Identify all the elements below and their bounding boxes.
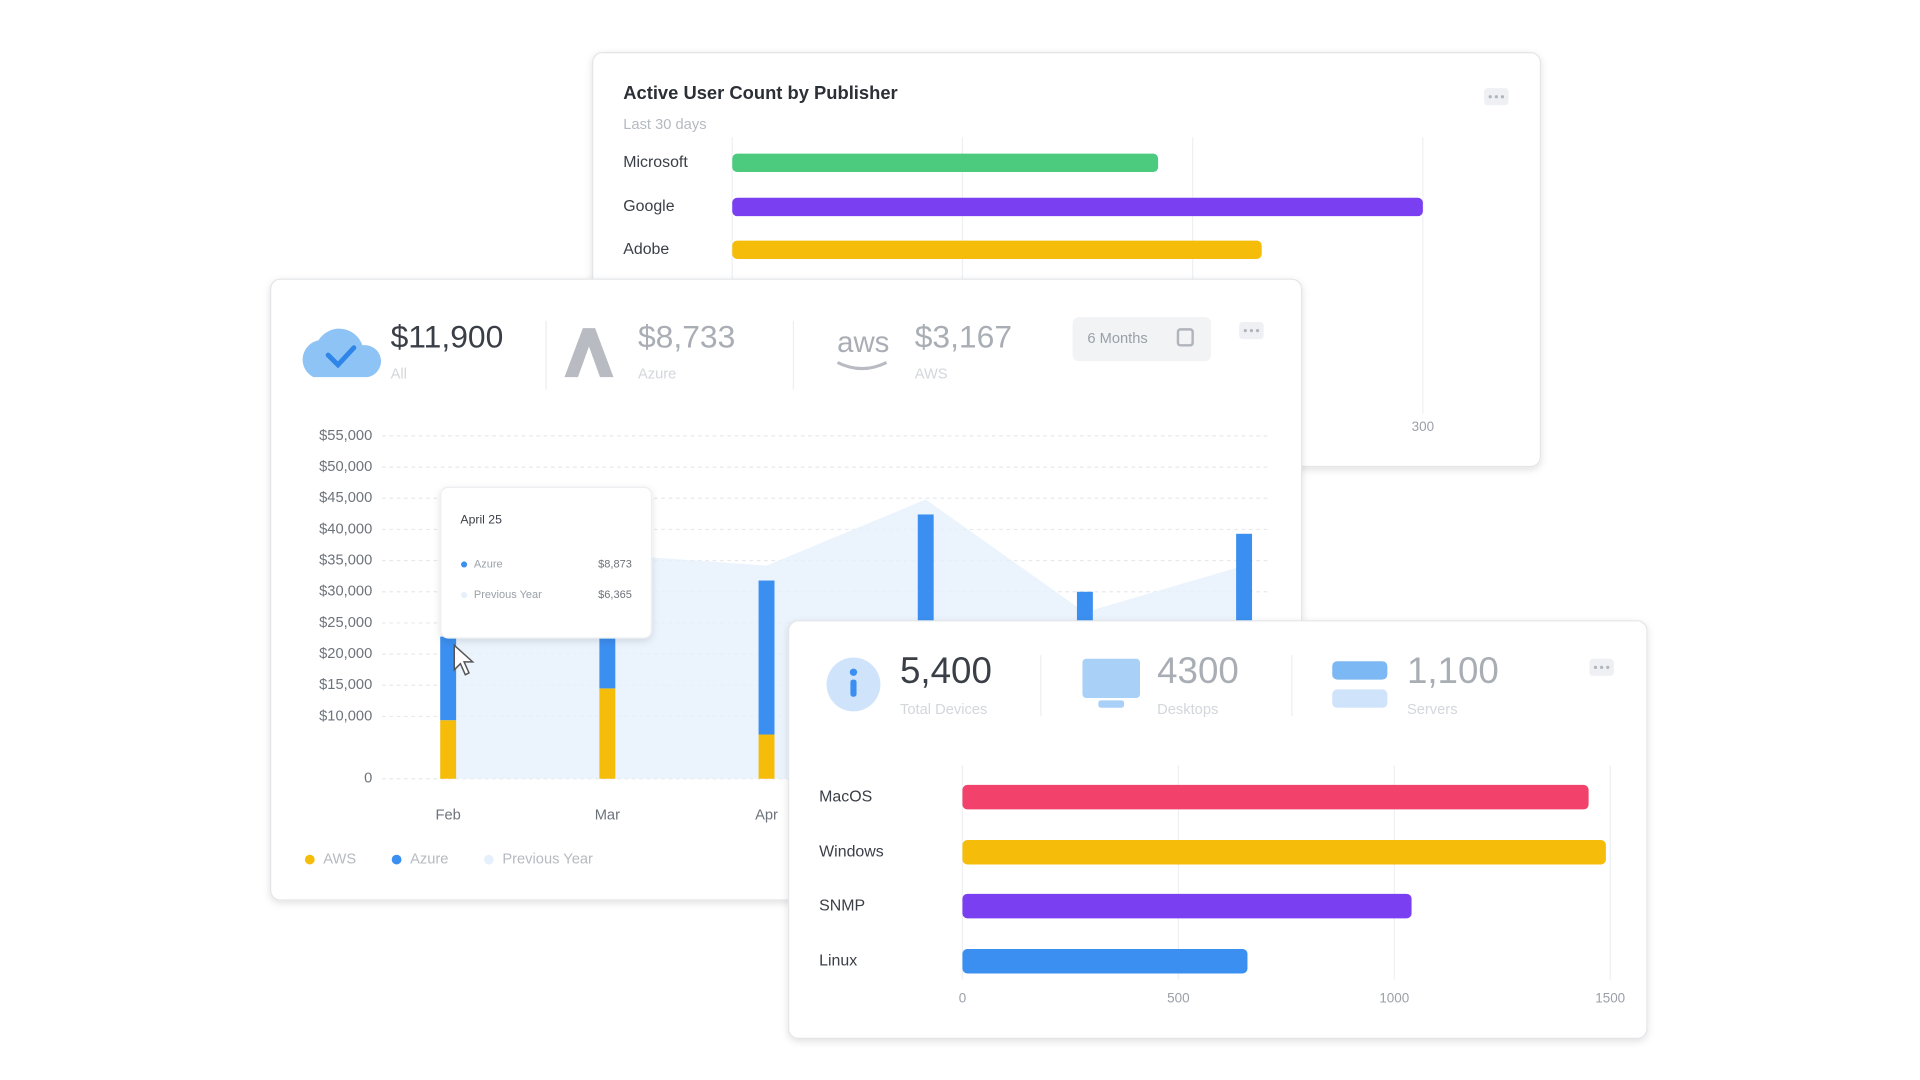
y-tick-label: SNMP: [819, 897, 865, 914]
kpi-value: 1,100: [1407, 650, 1499, 691]
y-tick-label: 0: [364, 771, 372, 787]
y-tick-label: $40,000: [319, 521, 372, 537]
bar: [962, 893, 1412, 919]
cloud-icon: [302, 328, 382, 378]
bar: [732, 197, 1423, 217]
x-tick-label: 1000: [1379, 991, 1409, 1006]
kpi-label: Desktops: [1157, 702, 1218, 718]
x-tick-label: Mar: [595, 807, 620, 823]
tooltip-name: Previous Year: [474, 589, 542, 601]
y-tick-label: $35,000: [319, 552, 372, 568]
x-tick-label: 500: [1167, 991, 1189, 1006]
tooltip-name: Azure: [474, 558, 503, 570]
kpi-label: All: [391, 367, 407, 383]
bar-segment: [758, 734, 775, 779]
tooltip-value: $8,873: [598, 558, 632, 570]
card-subtitle: Last 30 days: [623, 117, 706, 133]
card: [787, 620, 1648, 1039]
kpi-label: Azure: [638, 367, 676, 383]
period-label: 6 Months: [1087, 331, 1147, 347]
y-tick-label: Adobe: [623, 241, 669, 258]
bar-segment: [758, 580, 775, 735]
menu-dot: [1494, 95, 1498, 99]
kpi-label: Total Devices: [900, 702, 987, 718]
y-tick-label: Windows: [819, 843, 884, 860]
desktop-icon: [1082, 658, 1140, 708]
legend-swatch: [391, 854, 402, 865]
tooltip-swatch: [461, 561, 468, 568]
aws-smile: [836, 361, 888, 371]
menu-dot: [1600, 665, 1604, 669]
kpi-value: 5,400: [900, 650, 992, 691]
legend-label: Azure: [410, 851, 448, 867]
menu-dot: [1500, 95, 1505, 99]
bar-segment: [599, 688, 616, 779]
menu-dot: [1243, 329, 1247, 333]
tooltip: [440, 486, 653, 639]
bar: [962, 840, 1606, 865]
menu-dot: [1255, 329, 1260, 333]
bar: [732, 240, 1262, 259]
menu-dot: [1488, 95, 1492, 99]
server-icon: [1332, 661, 1388, 708]
legend-label: AWS: [323, 851, 356, 867]
x-tick-label: 1500: [1595, 991, 1625, 1006]
aws-logo: aws: [837, 326, 889, 359]
legend-label: Previous Year: [502, 851, 593, 867]
bar-segment: [440, 720, 457, 779]
y-tick-label: Google: [623, 198, 674, 215]
tooltip-title: April 25: [460, 513, 502, 527]
x-tick-label: Apr: [755, 807, 778, 823]
x-tick-label: Feb: [436, 807, 461, 823]
bar: [962, 948, 1248, 974]
card-title: Active User Count by Publisher: [623, 82, 897, 103]
legend-swatch: [304, 854, 315, 865]
y-tick-label: Microsoft: [623, 154, 688, 171]
bar-segment: [599, 636, 616, 689]
menu-dot: [1606, 665, 1610, 669]
kpi-value: 4300: [1157, 650, 1239, 691]
azure-logo: [564, 328, 614, 378]
tooltip-swatch: [461, 592, 468, 599]
y-tick-label: $15,000: [319, 677, 372, 693]
menu-dot: [1249, 329, 1254, 333]
kpi-label: AWS: [915, 367, 948, 383]
info-icon: [826, 657, 881, 712]
y-tick-label: Linux: [819, 952, 857, 969]
bar: [962, 784, 1589, 810]
y-tick-label: $50,000: [319, 459, 372, 475]
bar-segment: [440, 636, 457, 721]
y-tick-label: $55,000: [319, 428, 372, 444]
kpi-value: $11,900: [391, 319, 504, 355]
period-button[interactable]: [1072, 317, 1212, 362]
device-card: 5,400 Total Devices 4300 Desktops 1,100 Serve…: [787, 620, 1648, 1039]
tooltip-value: $6,365: [598, 589, 632, 601]
y-tick-label: $45,000: [319, 490, 372, 506]
legend-swatch: [483, 854, 494, 865]
y-tick-label: $20,000: [319, 646, 372, 662]
cursor: [453, 643, 475, 676]
kpi-label: Servers: [1407, 702, 1458, 718]
x-tick-label: 300: [1412, 419, 1434, 434]
y-tick-label: $30,000: [319, 584, 372, 600]
x-tick-label: 0: [959, 991, 966, 1006]
calendar-icon: [1176, 328, 1194, 347]
kpi-value: $3,167: [915, 319, 1012, 355]
y-tick-label: $25,000: [319, 615, 372, 631]
menu-dot: [1593, 665, 1598, 669]
y-tick-label: $10,000: [319, 708, 372, 724]
bar: [732, 153, 1159, 173]
kpi-value: $8,733: [638, 319, 735, 355]
y-tick-label: MacOS: [819, 788, 872, 805]
